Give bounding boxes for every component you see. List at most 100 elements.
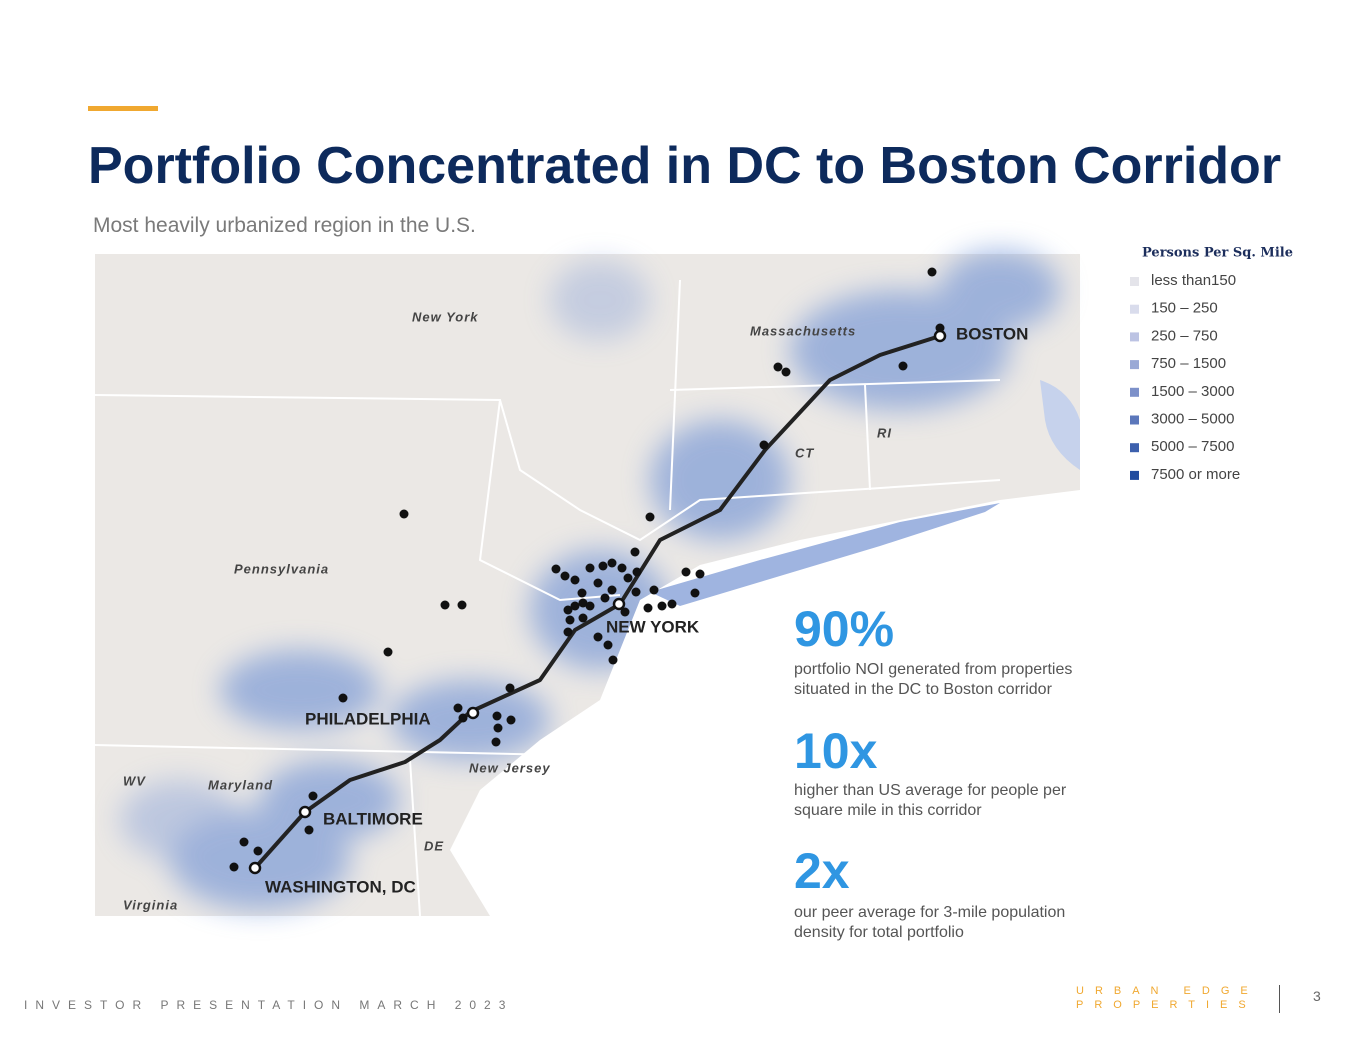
stat-text: higher than US average for people per sq… <box>794 782 1067 819</box>
property-dot <box>617 563 627 573</box>
property-dot <box>239 837 249 847</box>
property-dot <box>585 563 595 573</box>
property-dot <box>690 588 700 598</box>
property-dot <box>598 561 608 571</box>
property-dot <box>632 567 642 577</box>
property-dot <box>551 564 561 574</box>
property-dot <box>927 267 937 277</box>
property-dot <box>649 585 659 595</box>
legend-label: 250 – 750 <box>1151 327 1218 344</box>
property-dot <box>773 362 783 372</box>
state-label: RI <box>877 425 892 440</box>
city-label: PHILADELPHIA <box>305 709 431 728</box>
stat-figure: 2x <box>794 843 850 899</box>
property-dot <box>593 632 603 642</box>
state-label: Pennsylvania <box>234 561 329 576</box>
property-dot <box>338 693 348 703</box>
property-dot <box>578 613 588 623</box>
property-dot <box>759 440 769 450</box>
stat-figure: 10x <box>794 723 878 779</box>
property-dot <box>399 509 409 519</box>
property-dot <box>645 512 655 522</box>
state-label: Virginia <box>123 897 178 912</box>
stat-text: portfolio NOI generated from properties … <box>794 661 1073 698</box>
legend-swatch <box>1130 304 1139 314</box>
legend-label: less than150 <box>1151 272 1236 289</box>
legend-swatch <box>1130 470 1139 480</box>
legend-swatch <box>1130 332 1139 342</box>
property-dot <box>253 846 263 856</box>
city-label: BOSTON <box>956 324 1028 343</box>
property-dot <box>681 567 691 577</box>
stat-figure: 90% <box>794 601 895 657</box>
city-label: BALTIMORE <box>323 809 423 828</box>
legend-swatch <box>1130 360 1139 370</box>
legend-swatch <box>1130 443 1139 453</box>
property-dot <box>560 571 570 581</box>
state-label: WV <box>123 773 146 788</box>
brand: PROPERTIES <box>1076 999 1257 1011</box>
property-dot <box>304 825 314 835</box>
property-dot <box>667 599 677 609</box>
legend-title: Persons Per Sq. Mile <box>1142 246 1293 261</box>
property-dot <box>607 558 617 568</box>
property-dot <box>585 601 595 611</box>
property-dot <box>563 605 573 615</box>
route <box>253 334 941 870</box>
city-label: WASHINGTON, DC <box>265 877 416 896</box>
property-dot <box>570 601 580 611</box>
legend: less than150 150 – 250 250 – 750 750 – 1500… <box>1130 272 1240 483</box>
state-label: Maryland <box>208 777 273 792</box>
property-dot <box>570 575 580 585</box>
accent-bar <box>88 106 158 111</box>
city-markers <box>248 329 947 875</box>
property-dot <box>608 655 618 665</box>
cape <box>1040 380 1080 470</box>
legend-swatch <box>1130 387 1139 397</box>
property-dot <box>898 361 908 371</box>
property-dot <box>457 600 467 610</box>
legend-label: 3000 – 5000 <box>1151 410 1234 427</box>
property-dot <box>578 598 588 608</box>
property-dot <box>505 683 515 693</box>
property-dot <box>308 791 318 801</box>
property-dot <box>623 573 633 583</box>
property-dot <box>440 600 450 610</box>
property-dot <box>493 723 503 733</box>
subtitle: Most heavily urbanized region in the U.S… <box>93 214 476 237</box>
property-dot <box>563 627 573 637</box>
ocean <box>450 490 1080 916</box>
property-dot <box>695 569 705 579</box>
legend-swatch <box>1130 415 1139 425</box>
properties <box>229 267 945 872</box>
state-label: Massachusetts <box>750 323 856 338</box>
legend-label: 5000 – 7500 <box>1151 438 1234 455</box>
property-dot <box>630 547 640 557</box>
state-label: CT <box>795 445 814 460</box>
footer-text: INVESTOR PRESENTATION MARCH 2023 <box>24 998 514 1012</box>
property-dot <box>229 862 239 872</box>
property-dot <box>506 715 516 725</box>
property-dot <box>607 585 617 595</box>
divider <box>1279 985 1280 1013</box>
property-dot <box>593 578 603 588</box>
state-label: New York <box>412 309 479 324</box>
legend-label: 150 – 250 <box>1151 300 1218 317</box>
property-dot <box>781 367 791 377</box>
legend-label: 1500 – 3000 <box>1151 383 1234 400</box>
brand: URBAN EDGE <box>1076 985 1259 997</box>
property-dot <box>491 737 501 747</box>
legend-label: 7500 or more <box>1151 466 1240 483</box>
legend-swatch <box>1130 277 1139 286</box>
legend-label: 750 – 1500 <box>1151 355 1226 372</box>
property-dot <box>657 601 667 611</box>
long-island <box>650 503 1000 606</box>
property-dot <box>603 640 613 650</box>
property-dot <box>383 647 393 657</box>
property-dot <box>577 588 587 598</box>
property-dot <box>631 587 641 597</box>
page-number: 3 <box>1313 988 1321 1004</box>
property-dot <box>643 603 653 613</box>
